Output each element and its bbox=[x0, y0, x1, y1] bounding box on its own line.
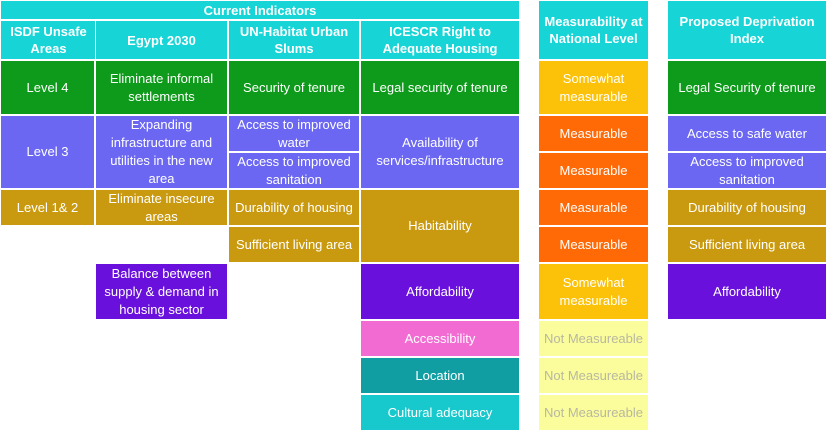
isdf-level-1-2: Level 1& 2 bbox=[0, 189, 95, 226]
measurability-row-6: Somewhat measurable bbox=[538, 263, 649, 320]
proposed-durability: Durability of housing bbox=[667, 189, 827, 226]
icescr-legal-security: Legal security of tenure bbox=[360, 60, 520, 115]
icescr-habitability: Habitability bbox=[360, 189, 520, 263]
egypt-eliminate-insecure: Eliminate insecure areas bbox=[95, 189, 228, 226]
egypt-balance-supply-demand: Balance between supply & demand in housi… bbox=[95, 263, 228, 320]
proposed-living-area: Sufficient living area bbox=[667, 226, 827, 263]
icescr-affordability: Affordability bbox=[360, 263, 520, 320]
icescr-availability: Availability of services/infrastructure bbox=[360, 115, 520, 189]
measurability-row-2: Measurable bbox=[538, 115, 649, 152]
unhabitat-sanitation: Access to improved sanitation bbox=[228, 152, 360, 189]
proposed-affordability: Affordability bbox=[667, 263, 827, 320]
egypt-expanding-infrastructure: Expanding infrastructure and utilities i… bbox=[95, 115, 228, 189]
icescr-cultural-adequacy: Cultural adequacy bbox=[360, 394, 520, 431]
egypt-eliminate-informal: Eliminate informal settlements bbox=[95, 60, 228, 115]
measurability-row-3: Measurable bbox=[538, 152, 649, 189]
proposed-safe-water: Access to safe water bbox=[667, 115, 827, 152]
proposed-sanitation: Access to improved sanitation bbox=[667, 152, 827, 189]
measurability-row-4: Measurable bbox=[538, 189, 649, 226]
measurability-row-7: Not Measureable bbox=[538, 320, 649, 357]
proposed-index-header: Proposed Deprivation Index bbox=[667, 0, 827, 60]
measurability-row-8: Not Measureable bbox=[538, 357, 649, 394]
current-indicators-header: Current Indicators bbox=[0, 0, 520, 20]
unhabitat-durability: Durability of housing bbox=[228, 189, 360, 226]
icescr-accessibility: Accessibility bbox=[360, 320, 520, 357]
icescr-location: Location bbox=[360, 357, 520, 394]
measurability-row-5: Measurable bbox=[538, 226, 649, 263]
isdf-level-4: Level 4 bbox=[0, 60, 95, 115]
measurability-row-9: Not Measureable bbox=[538, 394, 649, 431]
proposed-legal-security: Legal Security of tenure bbox=[667, 60, 827, 115]
unhabitat-header: UN-Habitat Urban Slums bbox=[228, 20, 360, 60]
icescr-header: ICESCR Right to Adequate Housing bbox=[360, 20, 520, 60]
isdf-header: ISDF Unsafe Areas bbox=[0, 20, 97, 60]
isdf-level-3: Level 3 bbox=[0, 115, 95, 189]
measurability-row-1: Somewhat measurable bbox=[538, 60, 649, 115]
unhabitat-security-tenure: Security of tenure bbox=[228, 60, 360, 115]
measurability-header: Measurability at National Level bbox=[538, 0, 649, 60]
unhabitat-living-area: Sufficient living area bbox=[228, 226, 360, 263]
unhabitat-water: Access to improved water bbox=[228, 115, 360, 152]
egypt-2030-header: Egypt 2030 bbox=[95, 20, 228, 60]
